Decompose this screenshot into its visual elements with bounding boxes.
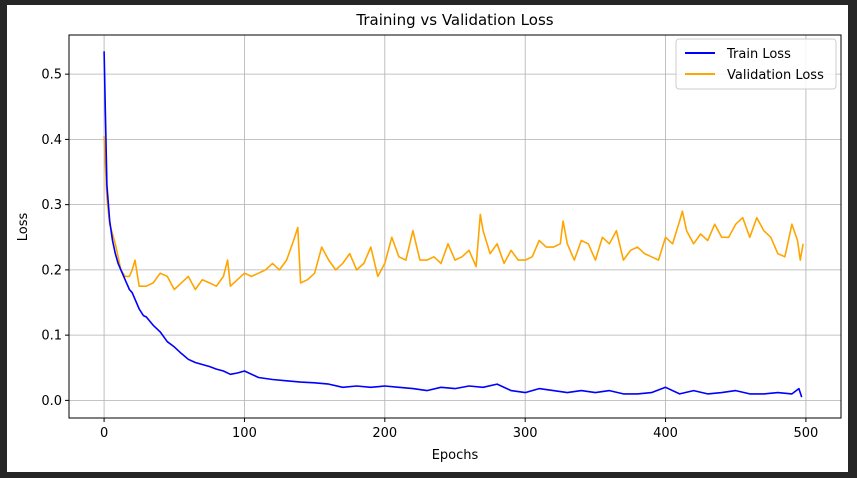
y-tick-label: 0.5 [41,68,62,83]
x-tick-label: 200 [372,426,397,441]
y-tick-label: 0.1 [41,329,62,344]
loss-line-chart: Training vs Validation Loss 0 100 200 300 40… [16,11,842,463]
x-tick-label: 0 [100,426,108,441]
y-tick-label: 0.3 [41,198,62,213]
legend-label-train-loss: Train Loss [726,47,791,62]
y-axis-title: Loss [16,213,31,242]
figure-canvas: Training vs Validation Loss 0 100 200 300 40… [7,5,848,472]
y-tick-label: 0.0 [41,394,62,409]
x-tick-label: 500 [793,426,818,441]
x-tick-label: 400 [653,426,678,441]
plot-frame [68,34,842,419]
y-tick-label: 0.4 [41,133,62,148]
y-tick-label: 0.2 [41,263,62,278]
plot-area [103,51,804,398]
chart-title: Training vs Validation Loss [355,11,553,29]
x-tick-label: 100 [232,426,257,441]
grid [69,35,841,418]
validation-loss-line [103,136,804,291]
train-loss-line [103,51,803,398]
x-axis-title: Epochs [432,448,479,463]
legend-box [675,38,837,90]
legend-label-validation-loss: Validation Loss [727,68,824,83]
axis-ticks: 0 100 200 300 400 500 0.0 0.1 0.2 0.3 0.4 0.5 [41,68,818,441]
x-tick-label: 300 [513,426,538,441]
legend: Train Loss Validation Loss [675,38,837,90]
